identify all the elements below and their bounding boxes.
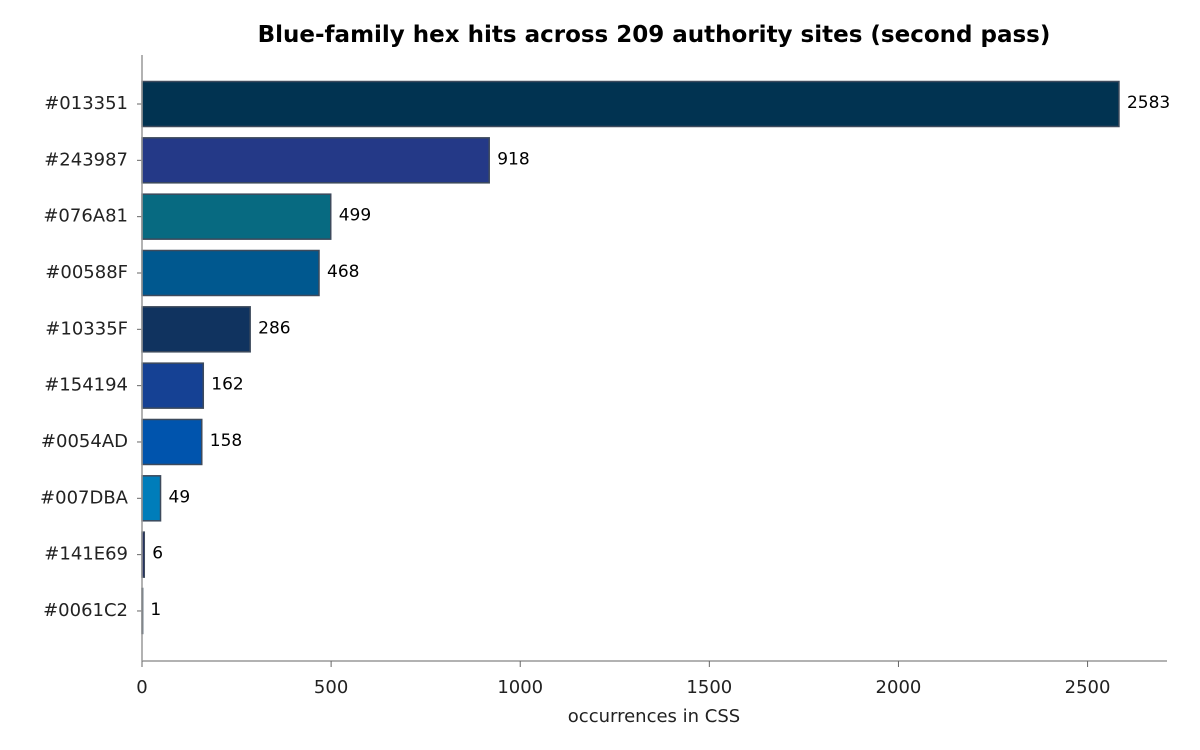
y-tick-label: #007DBA <box>40 487 129 508</box>
bar-value-label: 286 <box>258 318 290 338</box>
bars-layer: 2583 918 499 468 286 162 158 49 6 1 <box>141 80 1170 635</box>
y-tick-label: #154194 <box>44 375 128 396</box>
x-tick-label: 1500 <box>686 677 732 698</box>
x-tick-label: 2000 <box>876 677 922 698</box>
y-tick-label: #076A81 <box>43 206 128 227</box>
bar-00588f <box>141 249 320 297</box>
bar-value-label: 49 <box>169 487 191 507</box>
y-tick-label: #00588F <box>45 262 128 283</box>
bar-007dba <box>141 475 162 522</box>
bar-10335f <box>141 306 251 353</box>
x-tick-label: 2500 <box>1065 677 1111 698</box>
bar-value-label: 918 <box>497 149 529 169</box>
chart-title: Blue-family hex hits across 209 authorit… <box>258 22 1051 48</box>
bar-243987 <box>141 137 490 184</box>
bar-0054ad <box>141 418 203 466</box>
bar-value-label: 1 <box>150 600 161 620</box>
bar-value-label: 6 <box>152 544 163 564</box>
y-tick-label: #0061C2 <box>43 600 128 621</box>
bar-value-label: 158 <box>210 431 242 451</box>
bar-value-label: 499 <box>339 206 371 226</box>
x-tick-label: 0 <box>136 677 147 698</box>
x-axis-label: occurrences in CSS <box>568 706 740 727</box>
bar-076a81 <box>141 193 332 240</box>
axes-layer: #013351 #243987 #076A81 #00588F #10335F #1541… <box>40 55 1167 698</box>
y-tick-label: #0054AD <box>41 431 128 452</box>
x-tick-label: 500 <box>314 677 348 698</box>
y-tick-label: #141E69 <box>44 544 128 565</box>
y-tick-label: #10335F <box>45 318 128 339</box>
x-tick-label: 1000 <box>497 677 543 698</box>
bar-value-label: 162 <box>211 375 243 395</box>
bar-value-label: 468 <box>327 262 359 282</box>
y-tick-label: #013351 <box>44 93 128 114</box>
y-tick-label: #243987 <box>44 149 128 170</box>
bar-value-label: 2583 <box>1127 93 1170 113</box>
bar-013351 <box>141 80 1120 128</box>
bar-154194 <box>141 362 205 409</box>
